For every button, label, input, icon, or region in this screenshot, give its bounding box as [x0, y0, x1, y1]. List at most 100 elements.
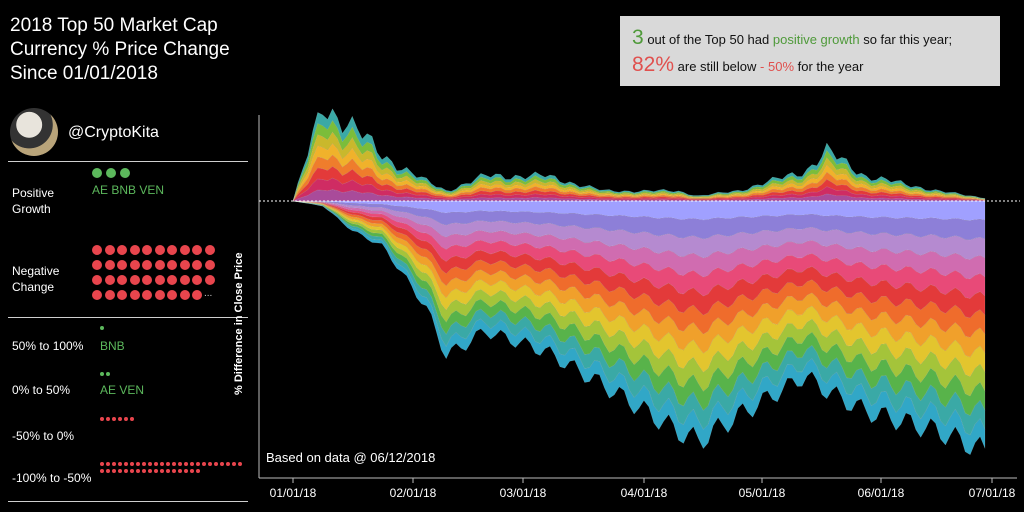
bucket-dot: [130, 417, 134, 421]
negative-dot: [142, 275, 152, 285]
x-tick-label: 05/01/18: [739, 486, 786, 500]
info-line-1-mid: out of the Top 50 had: [647, 32, 770, 47]
bucket-dot: [214, 462, 218, 466]
bucket-label: 50% to 100%: [12, 339, 84, 353]
bucket-dot: [196, 462, 200, 466]
y-axis-label: % Difference in Close Price: [233, 253, 245, 395]
negative-dot: [104, 290, 115, 300]
negative-dot: [117, 245, 127, 255]
bucket-dot: [154, 462, 158, 466]
bucket-dot: [226, 462, 230, 466]
negative-dot: [179, 275, 190, 285]
bucket-dot: [124, 417, 128, 421]
negative-dot: [92, 260, 102, 270]
positive-codes: AE BNB VEN: [92, 183, 165, 197]
negative-dot: [129, 290, 140, 300]
divider-middle: [8, 317, 248, 318]
bucket-dot: [154, 469, 158, 473]
bucket-dot: [130, 469, 134, 473]
info-line-1-end: so far this year;: [863, 32, 953, 47]
series-band-positive: [292, 108, 986, 202]
x-tick-label: 01/01/18: [270, 486, 317, 500]
bucket-dot: [118, 462, 122, 466]
negative-dot: [204, 245, 215, 255]
series-band-negative: [292, 200, 986, 377]
bucket-dot: [106, 462, 110, 466]
bucket-dot: [202, 462, 206, 466]
series-band-negative: [292, 200, 986, 455]
x-tick-label: 04/01/18: [621, 486, 668, 500]
negative-dot: [167, 245, 177, 255]
bucket-dot: [220, 462, 224, 466]
negative-dot: [154, 275, 165, 285]
bucket-dot: [136, 462, 140, 466]
bucket-dot: [100, 469, 104, 473]
negative-dot: [142, 260, 152, 270]
avatar[interactable]: [10, 108, 58, 156]
negative-dot: [154, 260, 165, 270]
bucket-dot: [124, 469, 128, 473]
x-tick-label: 07/01/18: [969, 486, 1016, 500]
bucket-dot: [106, 372, 110, 376]
bucket-dot: [160, 469, 164, 473]
negative-dot: [104, 260, 115, 270]
negative-label-line-2: Change: [12, 280, 55, 294]
negative-dot: [142, 290, 152, 300]
bucket-dot: [178, 469, 182, 473]
divider-bottom: [8, 501, 248, 502]
info-threshold: - 50%: [760, 59, 795, 74]
negative-dot: [179, 290, 190, 300]
negative-dot: [129, 245, 140, 255]
bucket-dot: [184, 469, 188, 473]
bucket-dot: [208, 462, 212, 466]
title-line-1: 2018 Top 50 Market Cap: [10, 15, 218, 36]
bucket-label: -50% to 0%: [12, 429, 75, 443]
bucket-dot: [190, 469, 194, 473]
bucket-dot: [184, 462, 188, 466]
bucket-dot: [100, 417, 104, 421]
series-band-positive: [292, 143, 986, 202]
negative-dot: [204, 275, 215, 285]
bucket-dot: [106, 469, 110, 473]
bucket-dot: [124, 462, 128, 466]
bucket-dot: [100, 372, 104, 376]
positive-dot: [106, 168, 116, 178]
negative-dot: [142, 245, 152, 255]
info-line-1: 3 out of the Top 50 had positive growth …: [632, 26, 952, 50]
x-tick-label: 03/01/18: [500, 486, 547, 500]
bucket-dot: [142, 462, 146, 466]
series-band-positive: [292, 166, 986, 202]
info-line-2-mid: are still below: [677, 59, 757, 74]
positive-growth-label: Positive Growth: [12, 185, 54, 217]
positive-count: 3: [632, 26, 644, 49]
percent-below: 82%: [632, 53, 675, 76]
negative-dot: [192, 290, 202, 300]
chart-title: 2018 Top 50 Market Cap Currency % Price …: [10, 14, 250, 86]
bucket-dot: [136, 469, 140, 473]
bucket-dot: [166, 469, 170, 473]
bucket-dot: [148, 462, 152, 466]
bucket-dot: [160, 462, 164, 466]
bucket-dot: [142, 469, 146, 473]
divider-top: [8, 161, 248, 162]
bucket-dot: [166, 462, 170, 466]
info-line-2-end: for the year: [797, 59, 864, 74]
x-axis-ticks: 01/01/18 02/01/18 03/01/18 04/01/18 05/01/18…: [270, 478, 1016, 500]
author-handle[interactable]: @CryptoKita: [68, 124, 159, 141]
bucket-codes: AE VEN: [100, 383, 145, 397]
bucket-codes: BNB: [100, 339, 125, 353]
bucket-dot: [148, 469, 152, 473]
title-line-2: Currency % Price Change: [10, 39, 230, 60]
bucket-dot: [112, 417, 116, 421]
info-box: 3 out of the Top 50 had positive growth …: [620, 16, 1000, 86]
negative-dot: [167, 260, 177, 270]
negative-change-label: Negative Change: [12, 263, 59, 295]
bucket-dot: [196, 469, 200, 473]
negative-dot: [129, 260, 140, 270]
series-layers: [292, 108, 986, 455]
positive-label-line-1: Positive: [12, 186, 55, 200]
negative-more: ...: [204, 288, 213, 299]
negative-dot: [167, 290, 177, 300]
bucket-dot: [112, 469, 116, 473]
bucket-label: -100% to -50%: [12, 471, 92, 485]
